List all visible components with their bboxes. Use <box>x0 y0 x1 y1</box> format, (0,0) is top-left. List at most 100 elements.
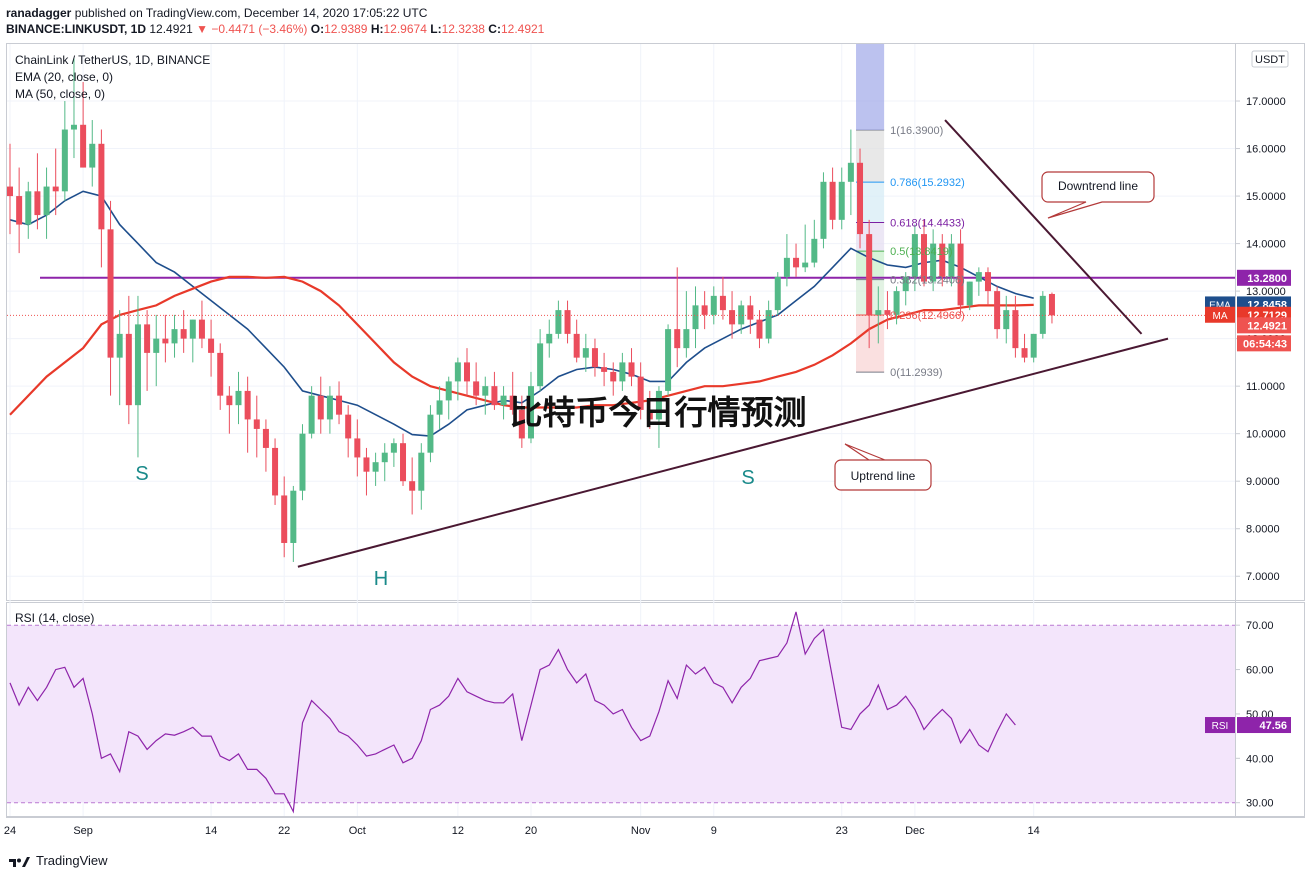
candle-body <box>427 414 434 453</box>
candle-body <box>500 395 507 406</box>
candle-body <box>345 414 352 439</box>
candle-body <box>692 305 699 330</box>
candle-body <box>336 395 343 415</box>
candle-body <box>966 281 973 306</box>
countdown-tag: 06:54:43 <box>1243 338 1287 350</box>
publisher-name[interactable]: ranadagger <box>6 6 72 20</box>
candle-body <box>235 390 242 406</box>
uptrend-line[interactable] <box>297 337 1169 568</box>
candle-body <box>317 395 324 420</box>
rsi-tick-label: 30.00 <box>1246 798 1274 810</box>
close-tag: 12.4921 <box>1247 320 1287 332</box>
rsi-tick-label: 40.00 <box>1246 753 1274 765</box>
candle-body <box>308 395 315 434</box>
candle-body <box>701 305 708 315</box>
price-pane-frame <box>6 43 1305 601</box>
currency-badge[interactable]: USDT <box>1251 50 1289 68</box>
candle-body <box>564 310 571 334</box>
candle-body <box>491 386 498 406</box>
time-tick-label: 23 <box>836 825 848 837</box>
candle-body <box>372 462 379 472</box>
low-label: L: <box>430 22 442 36</box>
candle-body <box>1003 310 1010 330</box>
candle-body <box>1030 333 1037 358</box>
candle-body <box>409 481 416 491</box>
candle-body <box>655 390 662 420</box>
candle-body <box>546 333 553 344</box>
candle-body <box>518 409 525 439</box>
rsi-legend[interactable]: RSI (14, close) <box>15 611 94 625</box>
shoulder-right-label: S <box>741 467 754 489</box>
time-axis: 24 Sep 14 22 Oct 12 20 Nov 9 23 Dec 14 <box>4 825 1040 837</box>
candle-body <box>25 191 32 225</box>
downtrend-callout[interactable]: Downtrend line <box>1041 171 1155 219</box>
publish-info: published on TradingView.com, December 1… <box>74 6 428 20</box>
rsi-tick-label: 70.00 <box>1246 620 1274 632</box>
time-tick-label: Oct <box>349 825 366 837</box>
candle-body <box>820 181 827 239</box>
candle-body <box>354 438 361 458</box>
candle-body <box>665 329 672 391</box>
candle-body <box>299 433 306 491</box>
fib-level-label: 0.382(13.2406) <box>890 275 965 287</box>
watermark-text: 比特币今日行情预测 <box>510 393 807 432</box>
price-tick-label: 8.0000 <box>1246 524 1280 536</box>
tradingview-logo[interactable]: TradingView <box>8 853 108 868</box>
fib-level-label: 0.5(13.8419) <box>890 246 952 258</box>
candle-body <box>144 324 151 353</box>
candle-body <box>582 348 589 358</box>
currency-label: USDT <box>1255 54 1285 66</box>
publish-line: ranadagger published on TradingView.com,… <box>6 5 427 21</box>
candle-body <box>537 343 544 387</box>
candle-body <box>509 395 516 410</box>
candle-body <box>555 310 562 334</box>
symbol-label: BINANCE:LINKUSDT, 1D <box>6 22 147 36</box>
candle-body <box>847 162 854 182</box>
chart-title[interactable]: ChainLink / TetherUS, 1D, BINANCE <box>15 53 210 67</box>
candle-body <box>793 257 800 268</box>
candle-body <box>454 362 461 382</box>
price-change: −0.4471 (−3.46%) <box>211 22 308 36</box>
fib-level-labels: 1(16.3900) 0.786(15.2932) 0.618(14.4433) 0.… <box>890 125 965 379</box>
tradingview-logo-text: TradingView <box>36 853 108 868</box>
candle-body <box>1012 310 1019 349</box>
rsi-band <box>7 625 1235 803</box>
candle-body <box>902 276 909 292</box>
candle-body <box>381 452 388 463</box>
time-tick-label: 14 <box>1028 825 1040 837</box>
rsi-pane-frame <box>6 602 1305 817</box>
candle-body <box>948 243 955 277</box>
candle-body <box>710 295 717 315</box>
candle-body <box>198 319 205 339</box>
candle-body <box>189 319 196 339</box>
time-tick-label: Sep <box>73 825 93 837</box>
candle-body <box>244 390 251 420</box>
price-tick-label: 7.0000 <box>1246 571 1280 583</box>
price-tick-label: 13.0000 <box>1246 286 1286 298</box>
candle-body <box>738 305 745 325</box>
candle-body <box>16 196 23 225</box>
candle-body <box>774 276 781 311</box>
candle-body <box>253 419 260 429</box>
ma-legend[interactable]: MA (50, close, 0) <box>15 87 105 101</box>
candle-body <box>783 257 790 277</box>
ema-legend[interactable]: EMA (20, close, 0) <box>15 70 113 84</box>
low-value: 12.3238 <box>441 22 485 36</box>
candle-body <box>683 329 690 349</box>
candle-body <box>646 409 653 420</box>
countdown-tag-bg <box>1237 335 1291 352</box>
time-tick-label: 12 <box>452 825 464 837</box>
candle-body <box>98 143 105 230</box>
close-tag-bg <box>1237 317 1291 334</box>
ma-tag-name-bg <box>1205 306 1235 323</box>
uptrend-callout[interactable]: Uptrend line <box>834 443 932 491</box>
down-arrow-icon: ▼ <box>196 22 208 36</box>
downtrend-line[interactable] <box>944 119 1143 335</box>
candle-body <box>984 272 991 292</box>
candle-body <box>326 395 333 420</box>
ohlc-line: BINANCE:LINKUSDT, 1D 12.4921 ▼ −0.4471 (… <box>6 21 544 37</box>
candle-body <box>591 348 598 368</box>
candle-body <box>875 310 882 315</box>
candle-body <box>107 229 114 358</box>
